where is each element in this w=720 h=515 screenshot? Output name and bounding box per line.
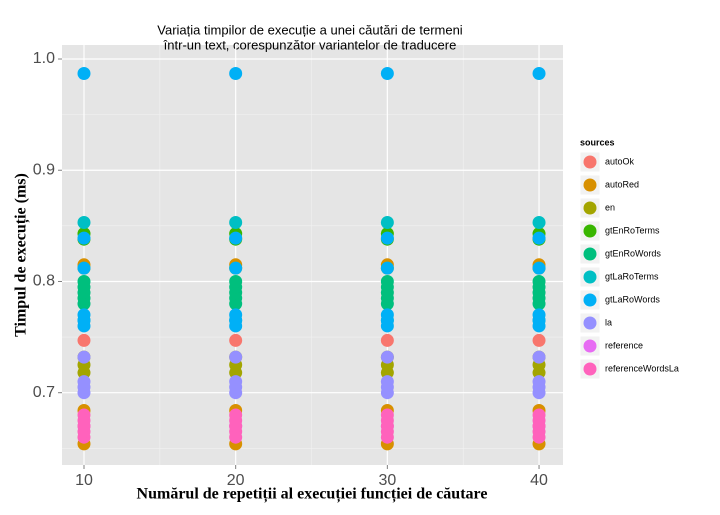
panel bbox=[62, 45, 563, 465]
x-tick-label: 10 bbox=[75, 472, 93, 489]
x-tick-label: 20 bbox=[227, 472, 245, 489]
point bbox=[77, 350, 91, 364]
chart-title: Variația timpilor de execuție a unei cău… bbox=[157, 22, 463, 37]
x-tick-label: 30 bbox=[378, 472, 396, 489]
legend-label: autoOk bbox=[605, 156, 635, 166]
point bbox=[532, 261, 546, 275]
point bbox=[532, 408, 546, 422]
point bbox=[532, 274, 546, 288]
legend-marker bbox=[583, 201, 597, 215]
point bbox=[532, 333, 546, 347]
legend-label: gtLaRoTerms bbox=[605, 271, 659, 281]
point bbox=[380, 261, 394, 275]
x-tick-label: 40 bbox=[530, 472, 548, 489]
point bbox=[380, 274, 394, 288]
point bbox=[532, 308, 546, 322]
point bbox=[532, 66, 546, 80]
point bbox=[229, 231, 243, 245]
legend-marker bbox=[583, 339, 597, 353]
y-tick-label: 0.8 bbox=[33, 273, 55, 290]
point bbox=[229, 350, 243, 364]
point bbox=[77, 216, 91, 230]
legend-label: la bbox=[605, 317, 612, 327]
chart-title: într-un text, corespunzător variantelor … bbox=[163, 37, 457, 52]
point bbox=[380, 375, 394, 389]
legend-title: sources bbox=[580, 137, 615, 147]
point bbox=[229, 408, 243, 422]
legend-marker bbox=[583, 362, 597, 376]
point bbox=[77, 66, 91, 80]
legend-label: reference bbox=[605, 340, 643, 350]
point bbox=[380, 333, 394, 347]
legend-label: gtLaRoWords bbox=[605, 294, 660, 304]
point bbox=[77, 274, 91, 288]
point bbox=[380, 231, 394, 245]
point bbox=[229, 261, 243, 275]
point bbox=[229, 66, 243, 80]
point bbox=[532, 350, 546, 364]
point bbox=[380, 408, 394, 422]
point bbox=[229, 274, 243, 288]
legend-label: referenceWordsLa bbox=[605, 363, 679, 373]
point bbox=[77, 308, 91, 322]
y-tick-label: 0.7 bbox=[33, 384, 55, 401]
point bbox=[229, 216, 243, 230]
point bbox=[380, 66, 394, 80]
legend-marker bbox=[583, 247, 597, 261]
point bbox=[380, 308, 394, 322]
point bbox=[229, 333, 243, 347]
legend-marker bbox=[583, 316, 597, 330]
legend-label: autoRed bbox=[605, 179, 639, 189]
legend-label: gtEnRoWords bbox=[605, 248, 661, 258]
legend-label: gtEnRoTerms bbox=[605, 225, 660, 235]
legend-marker bbox=[583, 270, 597, 284]
legend-marker bbox=[583, 178, 597, 192]
point bbox=[380, 216, 394, 230]
legend-marker bbox=[583, 155, 597, 169]
point bbox=[77, 231, 91, 245]
legend-marker bbox=[583, 293, 597, 307]
y-tick-label: 1.0 bbox=[33, 50, 55, 67]
point bbox=[380, 350, 394, 364]
point bbox=[77, 261, 91, 275]
point bbox=[229, 308, 243, 322]
point bbox=[532, 216, 546, 230]
point bbox=[77, 333, 91, 347]
point bbox=[77, 375, 91, 389]
point bbox=[532, 375, 546, 389]
point bbox=[229, 375, 243, 389]
point bbox=[532, 231, 546, 245]
y-tick-label: 0.9 bbox=[33, 161, 55, 178]
legend-label: en bbox=[605, 202, 615, 212]
legend-marker bbox=[583, 224, 597, 238]
point bbox=[77, 408, 91, 422]
y-axis-label: Timpul de execuție (ms) bbox=[13, 173, 31, 337]
x-axis-label: Numărul de repetiții al execuției funcți… bbox=[137, 486, 488, 504]
